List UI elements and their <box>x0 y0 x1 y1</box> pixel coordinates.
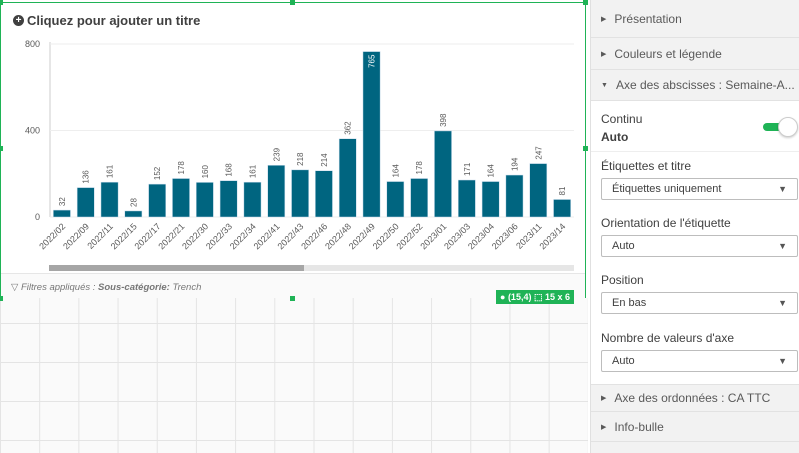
resize-handle[interactable] <box>583 0 588 5</box>
data-label: 164 <box>487 164 496 178</box>
bar <box>434 130 452 218</box>
sheet-grid <box>0 298 588 453</box>
resize-handle[interactable] <box>583 146 588 151</box>
section-y-axis[interactable]: ▶ Axe des ordonnées : CA TTC <box>591 384 799 412</box>
chart-scrollbar[interactable] <box>49 265 574 271</box>
continu-label: Continu <box>601 112 643 126</box>
filter-icon: ▽ <box>11 282 19 293</box>
bar <box>219 180 238 218</box>
bar <box>362 51 381 218</box>
bar <box>195 182 214 218</box>
bar <box>529 163 548 218</box>
data-label: 765 <box>368 54 377 68</box>
add-icon: + <box>13 15 24 26</box>
applied-filters: ▽ Filtres appliqués : Sous-catégorie: Tr… <box>1 273 585 298</box>
bar <box>386 181 405 218</box>
position-title: Position <box>601 273 644 287</box>
axis-count-dropdown[interactable]: Auto ▼ <box>601 350 798 372</box>
dropdown-arrow-icon: ▼ <box>778 241 787 251</box>
bar <box>124 210 143 218</box>
data-label: 28 <box>129 197 138 206</box>
bar <box>100 181 119 218</box>
y-tick-label: 400 <box>25 126 40 136</box>
data-label: 152 <box>153 166 162 180</box>
bar <box>505 174 524 218</box>
bar <box>338 138 357 218</box>
continu-value: Auto <box>601 130 629 144</box>
data-label: 194 <box>510 157 519 171</box>
labels-title: Étiquettes et titre <box>601 159 692 173</box>
caret-right-icon: ▶ <box>601 50 607 58</box>
caret-down-icon: ▼ <box>601 81 608 89</box>
bar <box>53 209 71 218</box>
data-label: 178 <box>415 161 424 175</box>
resize-handle[interactable] <box>0 0 3 5</box>
data-label: 247 <box>534 146 543 160</box>
data-label: 178 <box>177 161 186 175</box>
bar <box>457 179 476 218</box>
continu-toggle[interactable] <box>763 117 799 137</box>
section-x-axis[interactable]: ▼ Axe des abscisses : Semaine-A... <box>591 70 799 101</box>
dropdown-arrow-icon: ▼ <box>778 356 787 366</box>
section-colors-legend[interactable]: ▶ Couleurs et légende <box>591 38 799 70</box>
bar-chart-object[interactable]: + Cliquez pour ajouter un titre 0 400 800 32… <box>0 2 586 298</box>
resize-handle[interactable] <box>290 296 295 301</box>
bar <box>243 181 262 218</box>
data-label: 164 <box>391 164 400 178</box>
resize-handle[interactable] <box>290 0 295 5</box>
resize-handle[interactable] <box>0 296 3 301</box>
data-label: 168 <box>225 163 234 177</box>
axis-count-title: Nombre de valeurs d'axe <box>601 331 735 345</box>
data-label: 214 <box>320 153 329 167</box>
bar <box>148 183 167 218</box>
chart-plot: 0400800322022/021362022/091612022/112820… <box>25 39 574 251</box>
data-label: 32 <box>58 197 67 206</box>
data-label: 136 <box>82 170 91 184</box>
caret-right-icon: ▶ <box>601 15 607 23</box>
dropdown-arrow-icon: ▼ <box>778 184 787 194</box>
orientation-title: Orientation de l'étiquette <box>601 216 731 230</box>
bar <box>291 169 309 218</box>
section-tooltip[interactable]: ▶ Info-bulle <box>591 412 799 442</box>
data-label: 160 <box>201 165 210 179</box>
section-presentation[interactable]: ▶ Présentation <box>591 0 799 38</box>
bar <box>315 170 333 218</box>
bar <box>410 178 429 218</box>
y-tick-label: 0 <box>35 212 40 222</box>
chart-title[interactable]: + Cliquez pour ajouter un titre <box>13 13 200 28</box>
data-label: 81 <box>558 186 567 195</box>
bar <box>553 199 571 218</box>
data-label: 398 <box>439 113 448 127</box>
caret-right-icon: ▶ <box>601 395 607 402</box>
properties-panel: ▶ Présentation ▶ Couleurs et légende ▼ Axe … <box>590 0 799 453</box>
y-tick-label: 800 <box>25 39 40 49</box>
position-badge: ● (15,4) ⬚ 15 x 6 <box>496 290 574 304</box>
position-dropdown[interactable]: En bas ▼ <box>601 292 798 314</box>
bar <box>76 187 95 218</box>
resize-handle[interactable] <box>0 146 3 151</box>
dropdown-arrow-icon: ▼ <box>778 298 787 308</box>
x-axis-settings: Continu Auto Étiquettes et titre Étiquet… <box>591 101 799 384</box>
data-label: 161 <box>106 164 115 178</box>
x-tick-label: 2023/06 <box>490 221 520 251</box>
orientation-dropdown[interactable]: Auto ▼ <box>601 235 798 257</box>
labels-dropdown[interactable]: Étiquettes uniquement ▼ <box>601 178 798 200</box>
data-label: 171 <box>463 162 472 176</box>
data-label: 239 <box>272 147 281 161</box>
x-tick-label: 2023/14 <box>537 221 567 251</box>
scrollbar-thumb[interactable] <box>49 265 304 271</box>
data-label: 362 <box>344 121 353 135</box>
caret-right-icon: ▶ <box>601 423 607 431</box>
bar <box>267 165 286 218</box>
bar <box>172 178 190 218</box>
data-label: 218 <box>296 152 305 166</box>
data-label: 161 <box>248 164 257 178</box>
bar <box>481 181 500 218</box>
x-tick-label: 2022/09 <box>61 221 91 251</box>
